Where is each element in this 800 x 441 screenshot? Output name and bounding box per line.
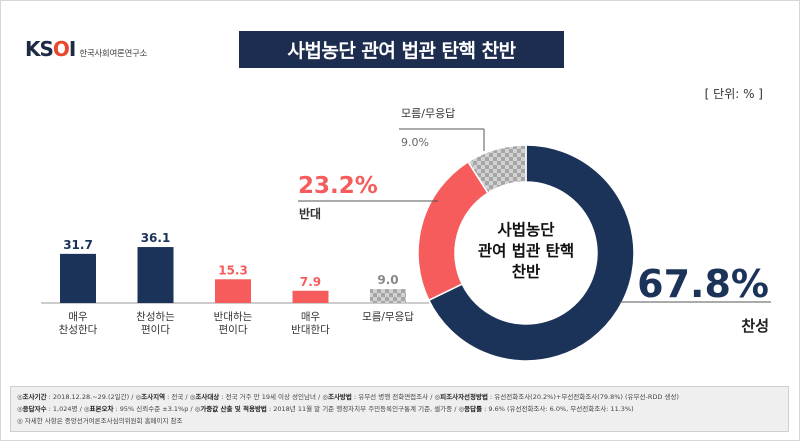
donut-slice — [467, 144, 527, 195]
footnote-bullet: ◎ — [322, 393, 328, 401]
footnote-value: : 95% 신뢰수준 ±3.1%p / — [113, 405, 195, 413]
donut-slice — [417, 160, 489, 302]
footnote-line-1: ◎조사기간 : 2018.12.28.~29.(2일간) / ◎조사지역 : 전… — [17, 391, 782, 403]
footnote-key: 가중값 산출 및 적용방법 — [200, 405, 267, 413]
footnote-key: 응답률 — [464, 405, 483, 413]
logo-subtitle: 한국사회여론연구소 — [79, 49, 148, 59]
bar-value-label: 7.9 — [300, 275, 321, 289]
page-title: 사법농단 관여 법관 탄핵 찬반 — [239, 31, 564, 68]
bar-value-label: 36.1 — [141, 231, 171, 245]
survey-footnote: ◎조사기간 : 2018.12.28.~29.(2일간) / ◎조사지역 : 전… — [10, 386, 789, 432]
unknown-name-label: 모름/무응답 — [401, 107, 455, 120]
category-label: 찬성하는 편이다 — [136, 310, 175, 336]
footnote-bullet: ◎ — [17, 405, 23, 413]
footnote-value: : 1,024명 / — [46, 405, 84, 413]
bar-chart: 31.7 매우 찬성한다 36.1 찬성하는 편이다 15.3 반대하는 편이다 7.9 매우 반대한… — [41, 231, 429, 336]
bar — [370, 289, 406, 303]
footnote-value: : 유무선 병행 전화면접조사 / — [351, 393, 435, 401]
footnote-key: 조사방법 — [327, 393, 352, 401]
footnote-bullet: ◎ — [189, 393, 196, 401]
unknown-percent-label: 9.0% — [401, 136, 429, 149]
footnote-key: 조사대상 — [195, 393, 220, 401]
category-label: 모름/무응답 — [362, 311, 414, 323]
footnote-bullet: ◎ — [194, 405, 201, 413]
footnote-bullet: ◎ — [83, 405, 90, 413]
bar-value-label: 31.7 — [63, 238, 93, 252]
footnote-bullet: ◎ — [458, 405, 465, 413]
footnote-key: 표본오차 — [89, 405, 114, 413]
footnote-value: : 전국 / — [165, 393, 190, 401]
footnote-key: 조사기간 — [22, 393, 47, 401]
bar — [292, 290, 329, 303]
unit-label: [ 단위: % ] — [704, 87, 763, 101]
footnote-key: 응답자수 — [22, 405, 47, 413]
category-label: 반대하는 편이다 — [214, 310, 253, 336]
footnote-value: : 유선전화조사(20.2%)+무선전화조사(79.8%) (유무선-RDD 생… — [487, 393, 679, 401]
bar-value-label: 15.3 — [218, 263, 248, 277]
footnote-value: : 전국 거주 만 19세 이상 성인남녀 / — [219, 393, 323, 401]
footnote-value: : 9.6% (유선전화조사: 6.0%, 무선전화조사: 11.3%) — [482, 405, 634, 413]
donut-center-label: 사법농단 관여 법관 탄핵 찬반 — [478, 221, 574, 281]
footnote-bullet: ◎ — [135, 393, 142, 401]
footnote-bullet: ◎ — [17, 393, 23, 401]
footnote-key: 피조사자선정방법 — [440, 393, 488, 401]
category-label: 매우 반대한다 — [291, 311, 330, 336]
category-label: 매우 찬성한다 — [59, 311, 98, 336]
footnote-bullet: ◎ — [434, 393, 441, 401]
bar — [137, 247, 174, 303]
bar-value-label: 9.0 — [377, 273, 398, 287]
footnote-value: : 2018.12.28.~29.(2일간) / — [46, 393, 136, 401]
agree-percent-label: 67.8% — [637, 262, 769, 306]
footnote-line-3: ◎ 자세한 사항은 중앙선거여론조사심의위원회 홈페이지 참조 — [17, 417, 183, 425]
agree-name-label: 찬성 — [741, 317, 769, 335]
bar — [60, 253, 96, 303]
footnote-key: 조사지역 — [141, 393, 166, 401]
oppose-percent-label: 23.2% — [298, 173, 378, 199]
ksoi-logo: KSOI 한국사회여론연구소 — [25, 37, 147, 61]
donut-slice — [427, 144, 635, 362]
footnote-line-2: ◎응답자수 : 1,024명 / ◎표본오차 : 95% 신뢰수준 ±3.1%p… — [17, 403, 782, 415]
footnote-value: : 2018년 11월 말 기준 행정자치부 주민등록인구통계 기준, 셀가중 … — [266, 405, 459, 413]
oppose-name-label: 반대 — [299, 206, 321, 221]
logo-mark: KSOI — [25, 37, 76, 61]
bar — [215, 279, 251, 303]
